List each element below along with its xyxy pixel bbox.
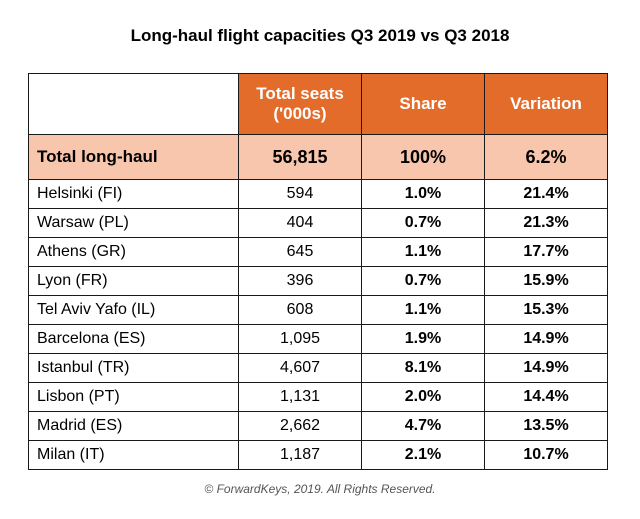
variation-cell: 14.4% xyxy=(484,382,608,412)
variation-cell: 15.9% xyxy=(484,266,608,296)
table-row: Warsaw (PL) 404 0.7% 21.3% xyxy=(28,208,608,238)
seats-cell: 1,095 xyxy=(238,324,362,354)
capacity-table: Total seats ('000s) Share Variation Tota… xyxy=(28,73,608,470)
column-header-share: Share xyxy=(361,73,485,135)
table-row: Milan (IT) 1,187 2.1% 10.7% xyxy=(28,440,608,470)
seats-cell: 396 xyxy=(238,266,362,296)
total-name-cell: Total long-haul xyxy=(28,134,239,180)
share-cell: 2.0% xyxy=(361,382,485,412)
city-name-cell: Milan (IT) xyxy=(28,440,239,470)
share-cell: 1.0% xyxy=(361,179,485,209)
share-cell: 1.9% xyxy=(361,324,485,354)
variation-cell: 15.3% xyxy=(484,295,608,325)
variation-cell: 21.3% xyxy=(484,208,608,238)
table-row: Athens (GR) 645 1.1% 17.7% xyxy=(28,237,608,267)
table-row: Helsinki (FI) 594 1.0% 21.4% xyxy=(28,179,608,209)
column-header-variation: Variation xyxy=(484,73,608,135)
total-share-cell: 100% xyxy=(361,134,485,180)
share-cell: 1.1% xyxy=(361,237,485,267)
city-name-cell: Warsaw (PL) xyxy=(28,208,239,238)
variation-cell: 10.7% xyxy=(484,440,608,470)
share-cell: 2.1% xyxy=(361,440,485,470)
table-row: Madrid (ES) 2,662 4.7% 13.5% xyxy=(28,411,608,441)
column-header-seats: Total seats ('000s) xyxy=(238,73,362,135)
seats-cell: 1,131 xyxy=(238,382,362,412)
total-seats-cell: 56,815 xyxy=(238,134,362,180)
table-row: Lisbon (PT) 1,131 2.0% 14.4% xyxy=(28,382,608,412)
variation-cell: 17.7% xyxy=(484,237,608,267)
seats-cell: 645 xyxy=(238,237,362,267)
header-blank-cell xyxy=(28,73,239,135)
city-name-cell: Athens (GR) xyxy=(28,237,239,267)
share-cell: 8.1% xyxy=(361,353,485,383)
seats-cell: 608 xyxy=(238,295,362,325)
city-name-cell: Madrid (ES) xyxy=(28,411,239,441)
table-row: Tel Aviv Yafo (IL) 608 1.1% 15.3% xyxy=(28,295,608,325)
city-name-cell: Barcelona (ES) xyxy=(28,324,239,354)
header-row: Total seats ('000s) Share Variation xyxy=(28,73,608,135)
share-cell: 0.7% xyxy=(361,208,485,238)
table-row: Barcelona (ES) 1,095 1.9% 14.9% xyxy=(28,324,608,354)
table-row: Lyon (FR) 396 0.7% 15.9% xyxy=(28,266,608,296)
seats-cell: 404 xyxy=(238,208,362,238)
seats-cell: 594 xyxy=(238,179,362,209)
seats-cell: 1,187 xyxy=(238,440,362,470)
variation-cell: 14.9% xyxy=(484,353,608,383)
seats-cell: 4,607 xyxy=(238,353,362,383)
city-name-cell: Lisbon (PT) xyxy=(28,382,239,412)
city-name-cell: Helsinki (FI) xyxy=(28,179,239,209)
chart-title: Long-haul flight capacities Q3 2019 vs Q… xyxy=(130,26,510,45)
table-row: Istanbul (TR) 4,607 8.1% 14.9% xyxy=(28,353,608,383)
total-variation-cell: 6.2% xyxy=(484,134,608,180)
share-cell: 4.7% xyxy=(361,411,485,441)
city-name-cell: Lyon (FR) xyxy=(28,266,239,296)
variation-cell: 14.9% xyxy=(484,324,608,354)
city-name-cell: Tel Aviv Yafo (IL) xyxy=(28,295,239,325)
city-name-cell: Istanbul (TR) xyxy=(28,353,239,383)
seats-cell: 2,662 xyxy=(238,411,362,441)
share-cell: 0.7% xyxy=(361,266,485,296)
variation-cell: 13.5% xyxy=(484,411,608,441)
share-cell: 1.1% xyxy=(361,295,485,325)
copyright-footer: © ForwardKeys, 2019. All Rights Reserved… xyxy=(204,482,436,496)
variation-cell: 21.4% xyxy=(484,179,608,209)
total-row: Total long-haul 56,815 100% 6.2% xyxy=(28,134,608,180)
